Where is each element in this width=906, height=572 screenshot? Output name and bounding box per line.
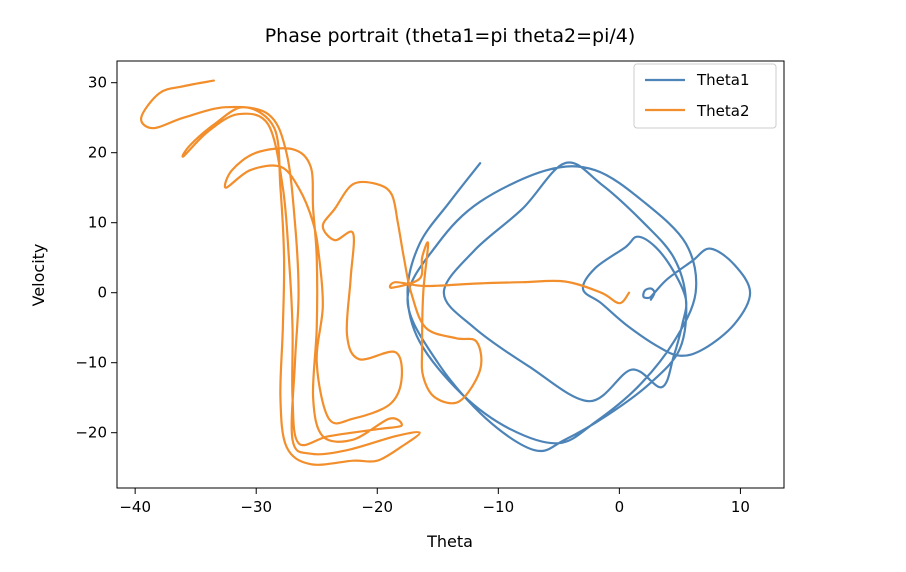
chart-title: Phase portrait (theta1=pi theta2=pi/4) bbox=[265, 25, 636, 47]
x-axis-ticks: −40 −30 −20 −10 0 10 bbox=[119, 488, 750, 516]
plot-area bbox=[116, 60, 785, 489]
legend-label-theta2: Theta2 bbox=[696, 102, 750, 120]
x-axis-label: Theta bbox=[426, 532, 473, 551]
y-tick-label: 10 bbox=[88, 214, 107, 232]
x-tick-label: 10 bbox=[731, 498, 750, 516]
x-tick-label: −20 bbox=[361, 498, 393, 516]
y-axis-ticks: −20 −10 0 10 20 30 bbox=[75, 74, 117, 442]
series-line-theta1 bbox=[406, 161, 752, 453]
x-tick-label: −40 bbox=[119, 498, 151, 516]
series-layer bbox=[140, 79, 752, 466]
x-tick-label: −30 bbox=[240, 498, 272, 516]
y-tick-label: 0 bbox=[97, 284, 107, 302]
y-tick-label: 20 bbox=[88, 144, 107, 162]
x-tick-label: −10 bbox=[482, 498, 514, 516]
y-tick-label: −20 bbox=[75, 424, 107, 442]
legend: Theta1 Theta2 bbox=[633, 63, 777, 129]
legend-label-theta1: Theta1 bbox=[696, 71, 750, 89]
y-tick-label: 30 bbox=[88, 74, 107, 92]
axes-frame bbox=[116, 60, 785, 489]
x-tick-label: 0 bbox=[615, 498, 625, 516]
y-axis-label: Velocity bbox=[29, 244, 48, 307]
y-tick-label: −10 bbox=[75, 354, 107, 372]
series-line-theta2 bbox=[140, 79, 631, 466]
